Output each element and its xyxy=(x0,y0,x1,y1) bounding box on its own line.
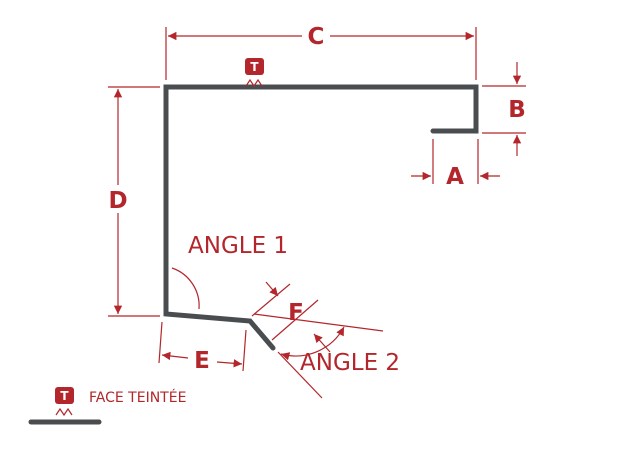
painted-face-badge-icon: T xyxy=(245,58,264,88)
dimension-b: B xyxy=(482,62,526,156)
angle-1-label: ANGLE 1 xyxy=(188,233,288,259)
dimension-label-a: A xyxy=(446,164,464,190)
dimension-a: A xyxy=(411,139,500,190)
legend-badge-icon: T xyxy=(55,387,74,417)
angle-1-arc xyxy=(171,267,200,310)
svg-text:T: T xyxy=(60,389,69,403)
angle-2-indicator: ANGLE 2 xyxy=(253,313,400,399)
dimension-label-b: B xyxy=(508,97,526,123)
dimension-label-e: E xyxy=(194,348,210,374)
dimension-f: F xyxy=(251,281,331,353)
dimension-label-c: C xyxy=(308,24,325,50)
angle-2-label: ANGLE 2 xyxy=(300,350,400,376)
legend: T FACE TEINTÉE xyxy=(28,387,186,425)
dimension-label-f: F xyxy=(288,300,304,326)
dimension-d: D xyxy=(108,86,160,317)
profile-outline xyxy=(163,84,479,351)
legend-label: FACE TEINTÉE xyxy=(89,389,186,406)
dimension-c: C xyxy=(165,24,477,80)
svg-text:T: T xyxy=(250,60,259,74)
dimension-label-d: D xyxy=(108,188,127,214)
dimension-e: E xyxy=(158,321,247,374)
